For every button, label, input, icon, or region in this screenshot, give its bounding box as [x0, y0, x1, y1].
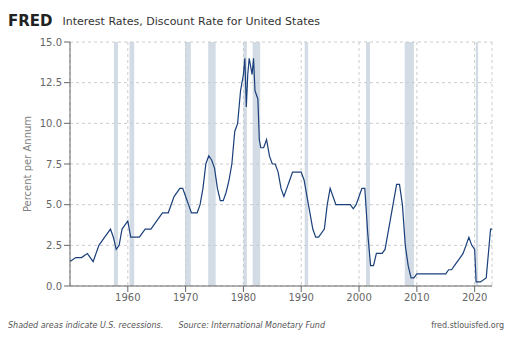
svg-text:10.0: 10.0 — [40, 118, 62, 129]
svg-text:15.0: 15.0 — [40, 37, 62, 48]
html-text:Shaded areas indicate U.S. rec: Shaded areas indicate U.S. recessions. S… — [8, 320, 325, 330]
svg-text:2010: 2010 — [404, 292, 429, 303]
svg-text:1990: 1990 — [289, 292, 314, 303]
html-text:FRED: FRED — [8, 12, 53, 30]
svg-text:1980: 1980 — [231, 292, 256, 303]
html-text:Interest Rates, Discount Rate: Interest Rates, Discount Rate for United… — [62, 14, 320, 28]
svg-text:Percent per Annum: Percent per Annum — [22, 116, 33, 212]
svg-text:12.5: 12.5 — [40, 77, 62, 88]
svg-text:5.0: 5.0 — [46, 199, 62, 210]
svg-text:1970: 1970 — [173, 292, 198, 303]
svg-text:7.5: 7.5 — [46, 159, 62, 170]
html-text:fred.stlouisfed.org: fred.stlouisfed.org — [431, 320, 504, 330]
svg-text:0.0: 0.0 — [46, 281, 62, 292]
svg-text:2000: 2000 — [346, 292, 371, 303]
svg-text:1960: 1960 — [115, 292, 140, 303]
svg-text:2.5: 2.5 — [46, 240, 62, 251]
svg-text:2020: 2020 — [462, 292, 487, 303]
